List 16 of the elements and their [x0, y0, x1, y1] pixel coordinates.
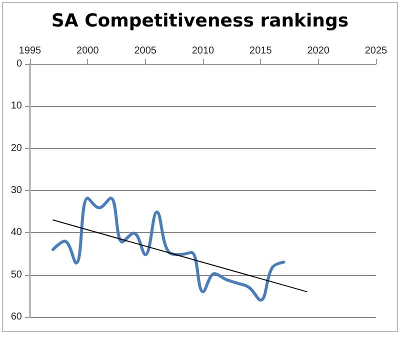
y-tick-label: 20 [10, 142, 22, 154]
x-tick-label: 2000 [76, 46, 100, 56]
x-tick-label: 1995 [18, 46, 42, 56]
x-tick-label: 2020 [307, 46, 330, 56]
chart-title: SA Competitiveness rankings [51, 10, 349, 32]
y-tick-label: 30 [10, 185, 22, 196]
y-tick-label: 0 [16, 58, 22, 70]
x-tick-label: 2005 [134, 46, 157, 56]
x-tick-label: 2025 [364, 46, 388, 56]
y-tick-label: 40 [10, 227, 22, 238]
y-tick-label: 50 [10, 269, 22, 280]
y-tick-label: 10 [10, 100, 22, 112]
y-tick-label: 60 [10, 312, 22, 322]
x-tick-label: 2015 [250, 46, 272, 56]
line-series [52, 196, 286, 302]
x-tick-label: 2010 [192, 46, 215, 56]
